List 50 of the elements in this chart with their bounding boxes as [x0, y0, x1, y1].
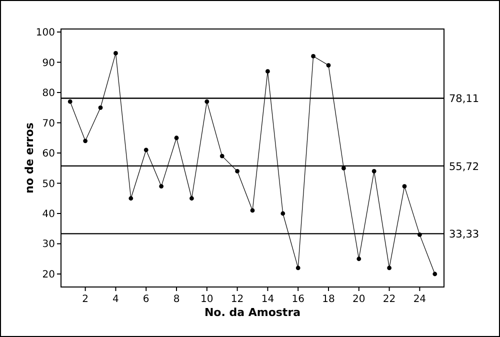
y-tick-label: 50 — [42, 178, 55, 190]
point — [326, 63, 331, 68]
x-axis-title: No. da Amostra — [204, 306, 301, 319]
point — [266, 69, 270, 74]
y-axis-title: no de erros — [23, 122, 36, 194]
x-tick-label: 8 — [173, 294, 180, 305]
x-tick-label: 2 — [82, 294, 89, 305]
y-tick-label: 70 — [42, 118, 55, 130]
x-tick-label: 20 — [352, 294, 366, 305]
point — [280, 211, 286, 216]
y-tick-label: 100 — [36, 28, 55, 39]
point — [311, 54, 316, 58]
y-tick-label: 80 — [42, 88, 55, 100]
point — [83, 138, 88, 144]
point — [402, 184, 407, 188]
y-tick-label: 90 — [42, 58, 55, 69]
x-tick-label: 14 — [261, 294, 274, 305]
y-tick-label: 40 — [42, 209, 55, 220]
x-tick-label: 22 — [382, 294, 396, 305]
point — [250, 208, 255, 213]
point — [356, 256, 362, 262]
ref-line-label: 33,33 — [449, 228, 480, 241]
point — [174, 136, 179, 140]
point — [159, 184, 164, 188]
point — [235, 168, 240, 174]
point — [204, 99, 210, 104]
y-tick-label: 20 — [42, 269, 55, 280]
ref-line-label: 78,11 — [449, 93, 480, 106]
point — [128, 196, 134, 201]
point — [296, 266, 300, 270]
point — [387, 266, 392, 270]
point — [190, 196, 194, 201]
x-tick-label: 18 — [322, 294, 335, 305]
point — [372, 168, 376, 174]
point — [417, 232, 422, 237]
point — [144, 148, 148, 152]
x-tick-label: 6 — [142, 294, 150, 305]
x-tick-label: 16 — [292, 294, 304, 305]
y-tick-label: 60 — [42, 148, 55, 160]
point — [114, 50, 118, 56]
x-tick-label: 24 — [413, 294, 426, 305]
ref-line-label: 55,72 — [449, 160, 480, 173]
point — [98, 105, 103, 110]
point — [220, 154, 224, 158]
x-tick-label: 10 — [200, 294, 214, 305]
point — [432, 272, 438, 276]
point — [68, 99, 72, 104]
x-tick-label: 4 — [112, 294, 119, 305]
x-tick-label: 12 — [230, 294, 244, 305]
y-tick-label: 30 — [42, 239, 55, 250]
